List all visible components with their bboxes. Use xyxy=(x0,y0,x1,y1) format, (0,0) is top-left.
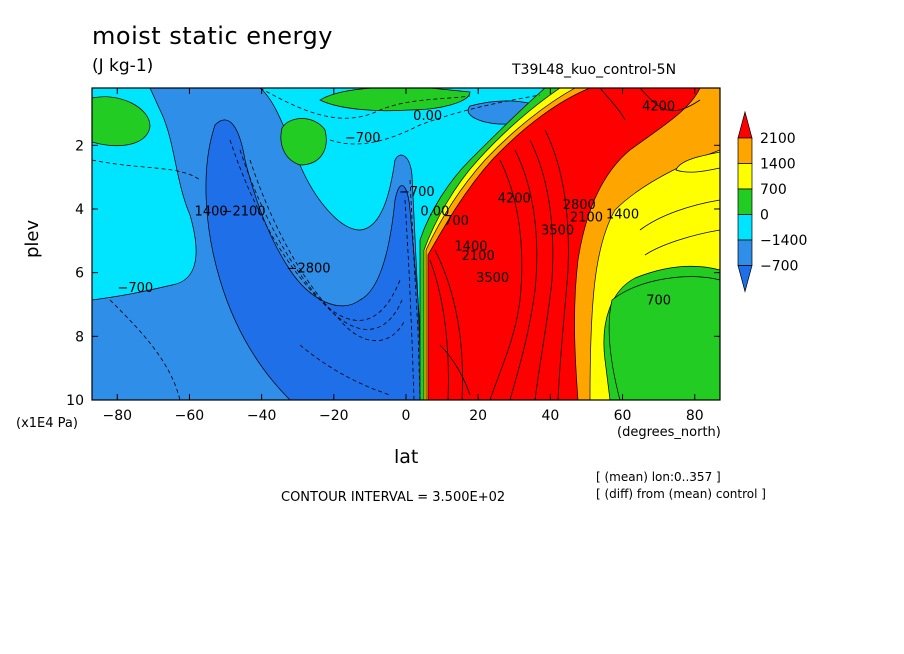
contour-line xyxy=(509,149,538,400)
region-green-lower-right xyxy=(608,276,720,400)
colorbar-arrow-bottom xyxy=(737,265,753,293)
colorbar-label: −700 xyxy=(760,259,798,275)
contour-line xyxy=(92,159,201,181)
contour-label: 2800 xyxy=(563,198,596,213)
contour-line xyxy=(639,199,720,231)
region-green-left xyxy=(92,96,151,146)
contour-line xyxy=(249,159,406,342)
contour-line xyxy=(109,299,181,400)
colorbar-segment xyxy=(737,163,753,190)
x-axis-units: (degrees_north) xyxy=(617,425,721,440)
contour-line xyxy=(489,159,523,400)
colorbar-arrow-top xyxy=(737,110,753,139)
y-axis-units: (x1E4 Pa) xyxy=(16,416,78,431)
contour-interval: CONTOUR INTERVAL = 3.500E+02 xyxy=(281,490,506,505)
contour-line xyxy=(639,88,701,112)
colorbar-segment xyxy=(737,214,753,241)
colorbar-label: 1400 xyxy=(760,157,796,173)
chart-title: moist static energy xyxy=(92,22,333,50)
chart-units: (J kg-1) xyxy=(92,56,154,76)
colorbar-label: 2100 xyxy=(760,131,796,147)
contour-line xyxy=(599,88,626,121)
contour-labels: −21001400−2800−700−7000.00−7000.00700140… xyxy=(117,99,675,308)
contour-line xyxy=(544,129,569,400)
contour-line xyxy=(239,149,403,330)
x-tick-label: 80 xyxy=(686,408,704,424)
x-tick-label: 60 xyxy=(614,408,632,424)
contour-label: 700 xyxy=(646,293,671,308)
contour-label: −700 xyxy=(117,281,153,296)
colorbar-label: 0 xyxy=(760,208,769,224)
contour-label: −700 xyxy=(399,185,435,200)
region-blue-core xyxy=(205,119,423,400)
contour-line xyxy=(439,344,471,396)
contour-label: 2100 xyxy=(462,249,495,264)
contour-line xyxy=(644,229,720,256)
contour-line xyxy=(409,179,421,400)
x-axis: −80 −60 −40 −20 0 20 40 60 80 xyxy=(102,88,704,424)
contour-label: 1400 xyxy=(195,204,228,219)
colorbar-segment xyxy=(737,137,753,164)
contour-label: −2100 xyxy=(222,204,266,219)
contour-label: −700 xyxy=(345,131,381,146)
y-tick-label: 10 xyxy=(66,393,84,409)
x-tick-label: −20 xyxy=(319,408,349,424)
contour-label: 3500 xyxy=(541,223,574,238)
contour-line xyxy=(299,344,391,396)
y-axis: 2 4 6 8 10 xyxy=(66,138,720,409)
run-label: T39L48_kuo_control-5N xyxy=(512,62,677,78)
contour-line xyxy=(329,94,541,145)
contour-label: 700 xyxy=(444,214,469,229)
colorbar-segment xyxy=(737,239,753,266)
contour-line xyxy=(434,249,463,400)
x-tick-label: 40 xyxy=(541,408,559,424)
contour-lines xyxy=(92,88,720,400)
x-tick-label: −80 xyxy=(102,408,132,424)
x-tick-label: 20 xyxy=(469,408,487,424)
contour-line xyxy=(429,259,449,400)
region-green-small xyxy=(280,118,327,166)
y-tick-label: 8 xyxy=(75,329,84,345)
colorbar: 2100 1400 700 0 −1400 −700 xyxy=(737,110,807,293)
contour-label: 1400 xyxy=(606,208,639,223)
region-yellow-notch xyxy=(675,151,720,173)
contour-label: −2800 xyxy=(287,262,331,277)
filled-contour-field xyxy=(92,88,720,400)
note-diff: [ (diff) from (mean) control ] xyxy=(596,487,766,501)
contour-line xyxy=(259,88,471,119)
y-tick-label: 4 xyxy=(75,202,84,218)
y-axis-label: plev xyxy=(22,219,43,258)
x-tick-label: 0 xyxy=(402,408,411,424)
colorbar-label: 700 xyxy=(760,182,787,198)
x-axis-label: lat xyxy=(394,446,419,468)
contour-line xyxy=(404,199,415,400)
contour-label: 2100 xyxy=(570,211,603,226)
y-tick-label: 6 xyxy=(75,266,84,282)
note-mean: [ (mean) lon:0..357 ] xyxy=(596,470,721,484)
contour-line xyxy=(229,139,401,321)
contour-line xyxy=(529,139,554,400)
contour-label: 4200 xyxy=(642,99,675,114)
contour-label: 4200 xyxy=(498,192,531,207)
x-tick-label: −40 xyxy=(247,408,277,424)
region-red xyxy=(427,88,701,400)
y-tick-label: 2 xyxy=(75,138,84,154)
region-green-top xyxy=(319,88,471,112)
colorbar-segment xyxy=(737,188,753,215)
contour-label: 0.00 xyxy=(420,204,449,219)
x-tick-label: −60 xyxy=(175,408,205,424)
colorbar-label: −1400 xyxy=(760,233,807,249)
contour-label: 3500 xyxy=(476,271,509,286)
contour-label: 0.00 xyxy=(413,109,442,124)
contour-label: 1400 xyxy=(454,239,487,254)
